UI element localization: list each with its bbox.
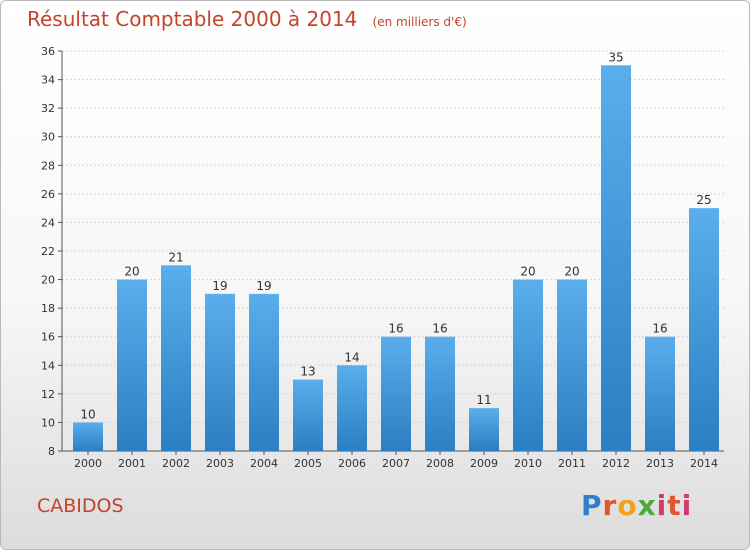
- y-tick-label: 20: [41, 274, 55, 287]
- y-tick-label: 18: [41, 302, 55, 315]
- y-tick-label: 8: [48, 445, 55, 458]
- data-label: 20: [124, 265, 139, 279]
- y-tick-label: 22: [41, 245, 55, 258]
- data-label: 14: [344, 350, 359, 364]
- data-label: 10: [80, 407, 95, 421]
- bar: [381, 336, 411, 451]
- bar: [205, 293, 235, 451]
- data-label: 19: [256, 279, 271, 293]
- bar: [513, 279, 543, 451]
- logo-letter: i: [681, 489, 693, 522]
- bars: [73, 65, 719, 452]
- x-tick-label: 2005: [294, 457, 322, 470]
- data-label: 11: [476, 393, 491, 407]
- data-label: 16: [388, 322, 403, 336]
- x-tick-label: 2001: [118, 457, 146, 470]
- y-tick-label: 12: [41, 388, 55, 401]
- data-label: 20: [520, 265, 535, 279]
- y-tick-label: 14: [41, 359, 55, 372]
- bar: [557, 279, 587, 451]
- logo-letter: P: [581, 489, 603, 522]
- x-tick-label: 2013: [646, 457, 674, 470]
- x-tick-label: 2012: [602, 457, 630, 470]
- y-tick-label: 16: [41, 331, 55, 344]
- y-tick-label: 36: [41, 45, 55, 58]
- proxiti-logo: Proxiti: [581, 489, 692, 522]
- y-tick-label: 32: [41, 102, 55, 115]
- bar: [117, 279, 147, 451]
- bar: [425, 336, 455, 451]
- bar: [73, 422, 103, 451]
- x-tick-label: 2008: [426, 457, 454, 470]
- x-tick-label: 2004: [250, 457, 278, 470]
- x-tick-label: 2003: [206, 457, 234, 470]
- data-label: 13: [300, 365, 315, 379]
- bar: [337, 365, 367, 451]
- bar: [645, 336, 675, 451]
- logo-letter: x: [637, 489, 657, 522]
- y-tick-label: 26: [41, 188, 55, 201]
- bar: [601, 65, 631, 452]
- data-label: 25: [696, 193, 711, 207]
- x-tick-label: 2009: [470, 457, 498, 470]
- logo-letter: t: [667, 489, 682, 522]
- data-label: 21: [168, 250, 183, 264]
- data-label: 19: [212, 279, 227, 293]
- y-tick-label: 10: [41, 416, 55, 429]
- data-label: 20: [564, 265, 579, 279]
- labels: 10 20 21 19 19 13 14 16 16 11 20 20 35 16 25: [80, 50, 711, 421]
- data-label: 35: [608, 50, 623, 64]
- commune-name: CABIDOS: [37, 495, 124, 517]
- y-tick-label: 30: [41, 131, 55, 144]
- x-tick-label: 2007: [382, 457, 410, 470]
- bar: [249, 293, 279, 451]
- bar: [161, 265, 191, 451]
- x-tick-label: 2014: [690, 457, 718, 470]
- data-label: 16: [652, 322, 667, 336]
- logo-letter: r: [602, 489, 618, 522]
- x-tick-label: 2010: [514, 457, 542, 470]
- bar: [689, 208, 719, 451]
- y-tick-label: 28: [41, 159, 55, 172]
- x-tick-label: 2000: [74, 457, 102, 470]
- chart-subtitle: (en milliers d'€): [372, 15, 467, 29]
- y-tick-label: 34: [41, 74, 55, 87]
- y-tick-label: 24: [41, 216, 55, 229]
- x-tick-label: 2006: [338, 457, 366, 470]
- data-label: 16: [432, 322, 447, 336]
- logo-letter: o: [617, 489, 638, 522]
- bar: [293, 379, 323, 451]
- chart-title-block: Résultat Comptable 2000 à 2014 (en milli…: [27, 7, 467, 31]
- x-tick-label: 2002: [162, 457, 190, 470]
- bar: [469, 408, 499, 451]
- chart-title: Résultat Comptable 2000 à 2014: [27, 7, 358, 31]
- x-tick-label: 2011: [558, 457, 586, 470]
- logo-letter: i: [656, 489, 668, 522]
